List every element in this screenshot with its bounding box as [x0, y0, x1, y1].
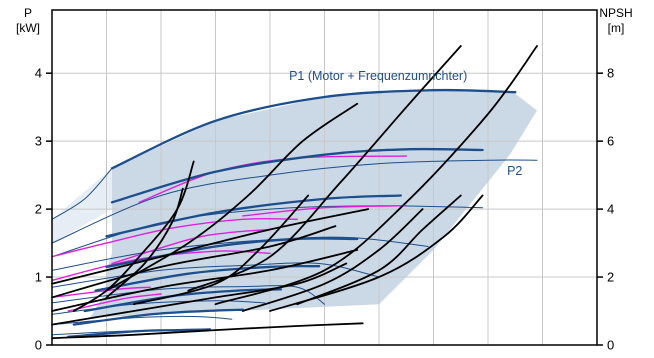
series-line-p_thin — [51, 167, 113, 220]
right-tick-label: 2 — [607, 270, 614, 285]
series-line-p_thin — [51, 315, 233, 326]
plot-frame — [51, 9, 598, 346]
series-line-npsh — [105, 187, 184, 299]
operating-band-light — [52, 168, 112, 244]
right-tick-label: 0 — [607, 338, 614, 353]
annotation-p2-label: P2 — [507, 164, 522, 178]
annotation-p1-label: P1 (Motor + Frequenzumrichter) — [289, 69, 467, 83]
grid-layer — [52, 10, 597, 345]
series-line-npsh — [132, 194, 310, 306]
series-line-magenta — [67, 293, 162, 312]
series-layer — [51, 45, 538, 340]
series-line-magenta — [242, 205, 407, 217]
left-axis-label-line2: [kW] — [16, 21, 40, 35]
axis-layer: 0 1 2 3 4 0 2 4 6 8 — [35, 9, 614, 353]
series-line-magenta — [138, 155, 407, 203]
series-line-p_thick — [105, 194, 402, 238]
series-line-npsh — [51, 262, 348, 326]
series-line-p_thick — [83, 288, 283, 313]
left-axis-label-line1: P — [24, 6, 32, 20]
series-line-p_thick — [110, 147, 484, 204]
series-line-p_thick — [94, 264, 321, 292]
series-line-p_thin — [51, 159, 538, 244]
left-tick-label: 3 — [35, 134, 42, 149]
series-line-npsh — [214, 45, 538, 306]
series-line-p_thick — [67, 328, 212, 338]
right-axis-label-line1: NPSH — [599, 6, 632, 20]
series-line-npsh — [51, 322, 364, 340]
right-tick-label: 4 — [607, 202, 614, 217]
operating-band — [90, 88, 537, 318]
series-line-npsh — [105, 102, 359, 292]
right-tick-label: 6 — [607, 134, 614, 149]
left-tick-label: 0 — [35, 338, 42, 353]
series-line-p_thin — [51, 285, 325, 305]
series-line-p_thick — [72, 308, 244, 326]
left-tick-label: 1 — [35, 270, 42, 285]
series-line-magenta — [51, 217, 298, 258]
series-line-npsh — [51, 249, 359, 312]
right-tick-label: 8 — [607, 66, 614, 81]
band-layer — [52, 88, 537, 318]
series-line-npsh — [241, 208, 424, 312]
series-line-npsh — [72, 160, 195, 312]
series-line-npsh — [51, 208, 369, 285]
series-line-p_thin — [51, 262, 380, 288]
left-tick-label: 2 — [35, 202, 42, 217]
right-axis-label-line2: [m] — [608, 21, 625, 35]
series-line-p_thick — [110, 88, 517, 170]
series-line-npsh — [51, 225, 337, 299]
series-line-magenta — [111, 228, 271, 265]
series-line-npsh — [187, 45, 462, 292]
label-layer: P [kW] NPSH [m] P1 (Motor + Frequenzumri… — [16, 6, 633, 178]
left-tick-label: 4 — [35, 66, 42, 81]
series-line-npsh — [296, 194, 462, 306]
